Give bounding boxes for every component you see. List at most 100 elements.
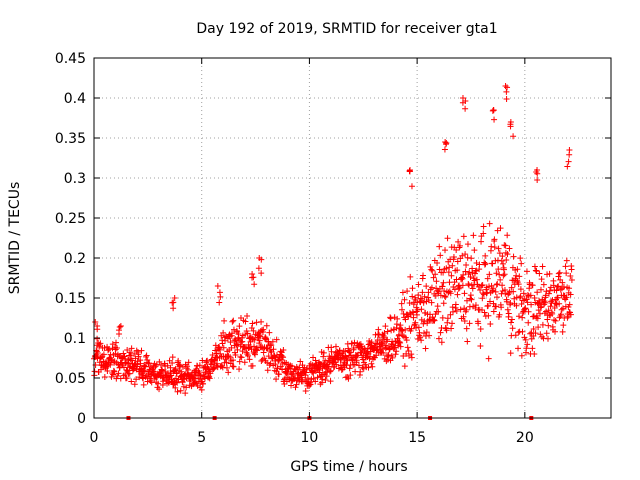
data-point xyxy=(347,349,354,356)
data-point xyxy=(92,319,99,325)
data-point xyxy=(525,308,532,315)
data-point xyxy=(232,351,239,358)
data-point xyxy=(123,366,130,373)
data-point xyxy=(456,284,463,291)
data-point xyxy=(430,316,437,323)
data-point xyxy=(422,345,429,352)
data-point xyxy=(408,183,415,190)
data-point xyxy=(320,353,327,360)
data-point xyxy=(144,356,151,363)
data-point xyxy=(453,246,460,253)
data-point xyxy=(139,368,146,375)
data-point xyxy=(104,368,111,375)
data-point xyxy=(440,279,447,286)
data-point xyxy=(216,299,223,306)
data-point xyxy=(544,271,551,278)
data-point xyxy=(477,325,484,332)
grid-lines xyxy=(94,58,611,418)
data-point xyxy=(515,313,522,320)
data-point xyxy=(537,304,544,311)
data-point xyxy=(478,238,485,245)
data-point xyxy=(473,267,480,274)
data-point xyxy=(178,368,185,375)
data-point xyxy=(498,304,505,311)
data-point xyxy=(265,353,272,360)
data-point xyxy=(172,365,179,372)
data-point xyxy=(420,272,427,279)
data-point xyxy=(242,331,249,338)
x-axis-label: GPS time / hours xyxy=(290,459,407,475)
data-point xyxy=(428,266,435,273)
data-point xyxy=(179,379,186,386)
data-point xyxy=(109,341,116,348)
data-point xyxy=(272,361,279,368)
data-point xyxy=(436,243,443,250)
data-point xyxy=(500,272,507,279)
data-point xyxy=(275,371,282,378)
data-point xyxy=(529,345,536,352)
data-point xyxy=(494,257,501,264)
data-point xyxy=(417,334,424,341)
data-point xyxy=(147,377,154,384)
data-point xyxy=(531,263,538,270)
data-point xyxy=(502,83,509,89)
data-point xyxy=(328,348,335,355)
data-point xyxy=(399,289,406,296)
data-point xyxy=(494,280,501,287)
data-point xyxy=(500,266,507,273)
data-point xyxy=(92,361,99,368)
data-point xyxy=(326,368,333,375)
data-point xyxy=(404,344,411,351)
data-point xyxy=(319,376,326,383)
data-point xyxy=(545,307,552,314)
data-point xyxy=(306,382,313,389)
data-point xyxy=(399,327,406,334)
data-point xyxy=(327,367,334,374)
data-point xyxy=(485,355,492,362)
data-point xyxy=(540,281,547,288)
data-point xyxy=(437,292,444,299)
data-point xyxy=(479,295,486,302)
data-point xyxy=(120,350,127,357)
data-point xyxy=(503,256,510,263)
data-point xyxy=(502,242,509,249)
data-point xyxy=(380,350,387,357)
data-point xyxy=(547,303,554,310)
data-point xyxy=(252,351,259,358)
data-point xyxy=(477,286,484,293)
data-point xyxy=(425,294,432,301)
data-point xyxy=(483,290,490,297)
data-point xyxy=(531,350,538,357)
data-point xyxy=(523,296,530,303)
data-point xyxy=(524,299,531,306)
data-point xyxy=(448,272,455,279)
data-point xyxy=(486,271,493,278)
data-point xyxy=(165,379,172,386)
data-point xyxy=(496,311,503,318)
data-point xyxy=(262,334,269,341)
data-point xyxy=(542,292,549,299)
data-point xyxy=(534,289,541,296)
data-point xyxy=(248,325,255,332)
data-point xyxy=(494,227,501,234)
data-point xyxy=(397,322,404,329)
data-point xyxy=(477,343,484,350)
data-point xyxy=(320,349,327,356)
data-point xyxy=(292,384,299,391)
data-point xyxy=(508,316,515,323)
data-point xyxy=(196,362,203,369)
data-point xyxy=(415,292,422,299)
data-point xyxy=(149,368,156,375)
data-point xyxy=(549,297,556,304)
data-point xyxy=(229,330,236,337)
data-point xyxy=(101,373,108,380)
data-point xyxy=(505,291,512,298)
data-point xyxy=(312,357,319,364)
data-point xyxy=(492,288,499,295)
data-point xyxy=(457,306,464,313)
data-point xyxy=(397,339,404,346)
data-point xyxy=(140,375,147,382)
data-point xyxy=(437,329,444,336)
data-point xyxy=(280,354,287,361)
data-point xyxy=(482,260,489,267)
